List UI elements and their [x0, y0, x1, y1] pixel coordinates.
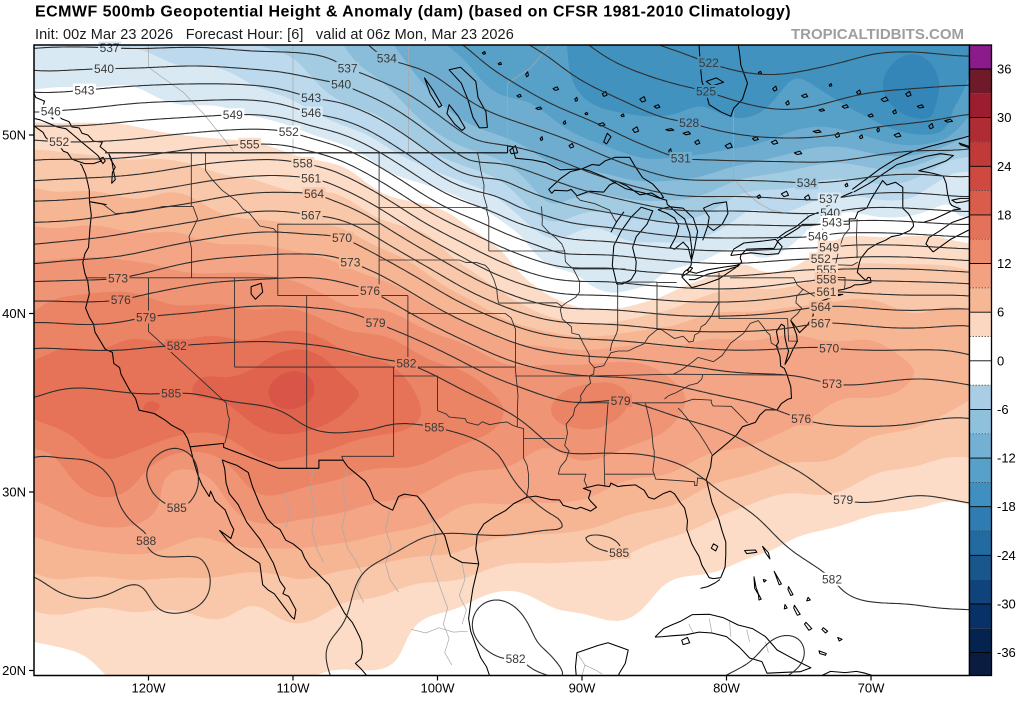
svg-text:588: 588	[136, 534, 156, 548]
svg-text:540: 540	[331, 77, 351, 91]
svg-text:534: 534	[797, 176, 817, 190]
svg-text:24: 24	[997, 159, 1011, 174]
svg-text:6: 6	[997, 305, 1004, 320]
svg-text:-12: -12	[997, 451, 1016, 466]
svg-text:70W: 70W	[858, 681, 885, 696]
svg-text:-24: -24	[997, 548, 1016, 563]
svg-text:576: 576	[791, 412, 811, 426]
svg-text:576: 576	[360, 284, 380, 298]
svg-text:540: 540	[94, 62, 114, 76]
svg-text:546: 546	[301, 106, 321, 120]
svg-text:ECMWF 500mb Geopotential Heigh: ECMWF 500mb Geopotential Height & Anomal…	[35, 4, 791, 21]
svg-text:585: 585	[167, 501, 187, 515]
svg-text:561: 561	[816, 285, 836, 299]
svg-text:567: 567	[301, 209, 321, 223]
svg-text:585: 585	[161, 387, 181, 401]
svg-text:18: 18	[997, 207, 1011, 222]
svg-text:537: 537	[338, 62, 358, 76]
svg-text:12: 12	[997, 256, 1011, 271]
svg-text:579: 579	[366, 316, 386, 330]
svg-text:582: 582	[167, 339, 187, 353]
svg-text:555: 555	[240, 138, 260, 152]
svg-text:585: 585	[609, 546, 629, 560]
svg-text:531: 531	[671, 152, 691, 166]
svg-text:543: 543	[74, 83, 94, 97]
svg-text:-18: -18	[997, 499, 1016, 514]
svg-text:546: 546	[41, 104, 61, 118]
svg-text:537: 537	[100, 41, 120, 55]
svg-text:582: 582	[506, 652, 526, 666]
svg-text:573: 573	[822, 377, 842, 391]
svg-text:20N: 20N	[2, 663, 26, 678]
svg-text:-36: -36	[997, 645, 1016, 660]
svg-text:564: 564	[811, 300, 831, 314]
svg-text:522: 522	[699, 56, 719, 70]
svg-text:50N: 50N	[2, 128, 26, 143]
svg-text:40N: 40N	[2, 306, 26, 321]
svg-text:80W: 80W	[713, 681, 740, 696]
svg-text:-30: -30	[997, 597, 1016, 612]
svg-text:570: 570	[332, 231, 352, 245]
svg-text:558: 558	[816, 272, 836, 286]
svg-text:561: 561	[301, 172, 321, 186]
svg-text:543: 543	[822, 215, 842, 229]
svg-text:100W: 100W	[421, 681, 456, 696]
svg-text:537: 537	[819, 192, 839, 206]
svg-text:120W: 120W	[132, 681, 167, 696]
svg-text:579: 579	[611, 394, 631, 408]
svg-text:558: 558	[293, 157, 313, 171]
svg-text:30N: 30N	[2, 485, 26, 500]
svg-text:585: 585	[424, 420, 444, 434]
svg-text:552: 552	[811, 252, 831, 266]
svg-text:576: 576	[111, 293, 131, 307]
svg-text:582: 582	[822, 572, 842, 586]
svg-text:-6: -6	[997, 402, 1009, 417]
svg-text:552: 552	[49, 135, 69, 149]
svg-text:Init: 00z Mar 23 2026 Foreca: Init: 00z Mar 23 2026 Forecast Hour: [6]…	[35, 27, 514, 43]
svg-text:564: 564	[304, 187, 324, 201]
svg-text:579: 579	[833, 493, 853, 507]
svg-text:582: 582	[396, 357, 416, 371]
svg-text:528: 528	[679, 116, 699, 130]
svg-text:TROPICALTIDBITS.COM: TROPICALTIDBITS.COM	[791, 26, 964, 43]
svg-text:90W: 90W	[569, 681, 596, 696]
svg-text:579: 579	[136, 310, 156, 324]
svg-text:546: 546	[808, 229, 828, 243]
svg-text:549: 549	[223, 108, 243, 122]
svg-text:573: 573	[340, 256, 360, 270]
svg-text:573: 573	[108, 271, 128, 285]
svg-text:36: 36	[997, 62, 1011, 77]
svg-text:0: 0	[997, 353, 1004, 368]
svg-text:543: 543	[301, 91, 321, 105]
svg-text:110W: 110W	[277, 681, 311, 696]
svg-text:534: 534	[377, 52, 397, 66]
svg-text:570: 570	[819, 341, 839, 355]
svg-text:552: 552	[279, 125, 299, 139]
svg-text:525: 525	[696, 85, 716, 99]
svg-text:567: 567	[811, 316, 831, 330]
svg-text:30: 30	[997, 110, 1011, 125]
svg-text:549: 549	[819, 240, 839, 254]
